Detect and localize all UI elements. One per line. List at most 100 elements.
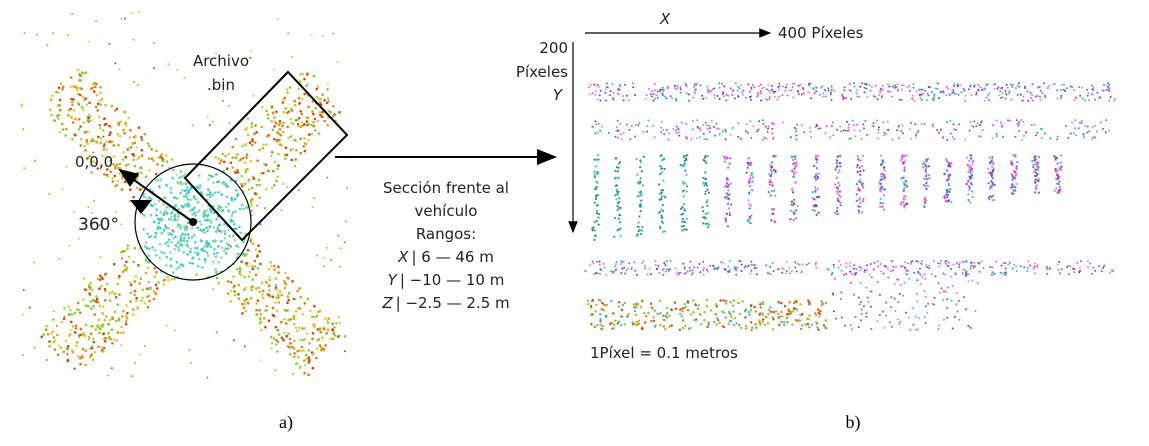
point	[988, 172, 990, 174]
point	[74, 134, 77, 137]
point	[853, 264, 855, 266]
point	[681, 315, 683, 317]
point	[1087, 266, 1089, 268]
point	[171, 278, 174, 281]
point	[136, 187, 139, 190]
point	[626, 315, 628, 317]
point	[859, 206, 861, 208]
point	[1023, 135, 1025, 137]
point	[204, 219, 207, 222]
point	[675, 98, 677, 100]
point	[104, 319, 107, 322]
point	[155, 254, 158, 257]
point	[596, 210, 598, 212]
point	[746, 172, 748, 174]
point	[172, 230, 174, 232]
point	[851, 328, 853, 330]
point	[1041, 92, 1043, 94]
point	[877, 266, 879, 268]
point	[774, 220, 776, 222]
point	[257, 267, 260, 270]
point	[198, 258, 201, 261]
y-axis-label: Y	[553, 86, 564, 104]
point	[127, 117, 130, 120]
point	[278, 301, 281, 304]
point	[791, 323, 793, 325]
point	[873, 95, 875, 97]
point	[737, 90, 739, 92]
point	[730, 134, 732, 136]
point	[170, 187, 173, 190]
point	[239, 208, 242, 211]
point	[270, 336, 273, 339]
point	[209, 191, 212, 194]
point	[1032, 166, 1034, 168]
point	[146, 247, 149, 250]
point	[773, 270, 775, 272]
point	[172, 169, 175, 172]
point	[925, 305, 927, 307]
point	[103, 118, 106, 121]
point	[281, 337, 284, 340]
point	[722, 262, 724, 264]
point	[686, 185, 688, 187]
point	[175, 244, 178, 247]
point	[757, 92, 759, 94]
point	[298, 287, 301, 290]
point	[109, 43, 111, 45]
point	[988, 93, 990, 95]
point	[299, 339, 302, 342]
point	[971, 174, 973, 176]
point	[692, 271, 694, 273]
point	[659, 173, 661, 175]
point	[596, 186, 598, 188]
point	[267, 169, 269, 171]
point	[877, 98, 879, 100]
point	[725, 316, 727, 318]
point	[263, 317, 266, 320]
point	[599, 313, 601, 315]
point	[251, 265, 254, 268]
point	[685, 174, 687, 176]
point	[97, 302, 99, 304]
point	[99, 278, 102, 281]
point	[636, 274, 638, 276]
point	[48, 193, 50, 195]
point	[679, 313, 681, 315]
point	[860, 301, 862, 303]
point	[324, 317, 327, 320]
point	[660, 208, 662, 210]
point	[97, 277, 100, 280]
point	[105, 315, 108, 318]
point	[125, 304, 128, 307]
point	[770, 194, 772, 196]
point	[795, 217, 797, 219]
point	[713, 126, 715, 128]
point	[866, 312, 868, 314]
point	[272, 296, 275, 299]
point	[183, 182, 186, 185]
point	[859, 167, 861, 169]
point	[273, 116, 276, 119]
point	[62, 86, 65, 89]
point	[262, 297, 265, 300]
point	[788, 267, 790, 269]
point	[251, 210, 253, 212]
point	[97, 324, 100, 327]
point	[1018, 82, 1020, 84]
point	[817, 176, 819, 178]
point	[250, 160, 253, 163]
point	[1035, 95, 1037, 97]
point	[134, 362, 136, 364]
point	[664, 328, 666, 330]
point	[992, 137, 994, 139]
point	[1069, 265, 1071, 267]
point	[837, 182, 839, 184]
point	[792, 96, 794, 98]
point	[870, 263, 872, 265]
point	[987, 95, 989, 97]
point	[901, 85, 903, 87]
point	[293, 356, 296, 359]
point	[1005, 274, 1007, 276]
point	[144, 133, 147, 136]
